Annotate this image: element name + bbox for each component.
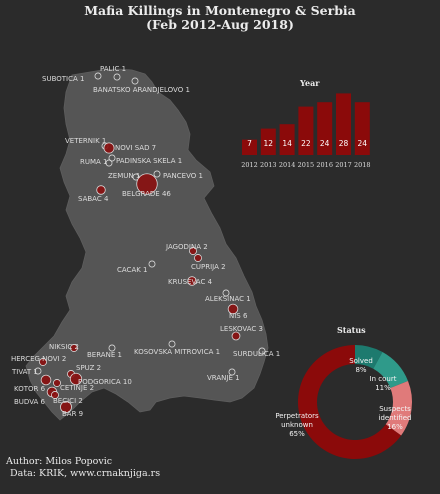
place-label: KOSOVSKA MITROVICA 1: [134, 348, 221, 356]
place-bubble: [131, 77, 139, 85]
place-bubble: [168, 340, 176, 348]
year-chart-title: Year: [300, 78, 320, 88]
place-label: NIS 6: [229, 312, 248, 320]
year-bar-value: 7: [247, 139, 252, 148]
year-bar: [298, 106, 314, 155]
place-bubble: [70, 344, 78, 352]
place-label: BECICI 2: [53, 397, 83, 405]
place-bubble: [187, 276, 197, 286]
year-bar: [242, 139, 257, 155]
place-bubble: [105, 159, 113, 167]
status-slice: [373, 352, 408, 389]
place-bubble: [39, 358, 47, 366]
place-label: JAGODINA 2: [166, 243, 208, 251]
place-bubble: [108, 344, 116, 352]
place-label: PODGORICA 10: [78, 378, 132, 386]
place-bubble: [34, 367, 42, 375]
status-slice: [298, 345, 402, 460]
year-bar-value: 22: [301, 139, 311, 148]
year-tick-label: 2013: [260, 161, 277, 169]
place-label: PALIC 1: [100, 65, 127, 73]
place-bubble: [94, 72, 102, 80]
place-label: PANCEVO 1: [163, 172, 203, 180]
place-label: TIVAT 1: [12, 368, 38, 376]
place-bubble: [96, 185, 106, 195]
country-outline: [25, 68, 269, 421]
place-bubble: [231, 331, 241, 341]
place-bubble: [227, 303, 239, 315]
place-label: LESKOVAC 3: [220, 325, 263, 333]
year-tick-label: 2017: [335, 161, 352, 169]
place-label: ALEKSINAC 1: [205, 295, 251, 303]
place-label: BELGRADE 46: [122, 190, 171, 198]
place-label: NOVI SAD 7: [115, 144, 157, 152]
status-slice-label: Perpetrators unknown 65%: [275, 412, 319, 438]
year-bar: [317, 102, 333, 155]
year-bar-value: 12: [263, 139, 274, 148]
place-bubble: [222, 289, 230, 297]
place-bubble: [189, 247, 197, 255]
place-label: NIKSIC 2: [49, 343, 79, 351]
place-label: CACAK 1: [117, 266, 148, 274]
status-slice-label: In court 11%: [369, 375, 397, 392]
year-bar-value: 24: [357, 139, 368, 148]
place-bubble: [108, 154, 116, 162]
credit-data: Data: KRIK, www.crnaknjiga.rs: [10, 468, 161, 479]
place-label: RUMA 1: [80, 158, 108, 166]
year-bar: [336, 93, 351, 155]
credit-author: Author: Milos Popovic: [6, 456, 113, 467]
place-label: SABAC 4: [78, 195, 109, 203]
place-label: CUPRIJA 2: [191, 263, 226, 271]
year-bar: [279, 124, 295, 155]
year-tick-label: 2012: [241, 161, 258, 169]
place-label: SPUZ 2: [76, 364, 102, 372]
place-bubble: [53, 379, 61, 387]
place-bubble: [258, 347, 266, 355]
year-tick-label: 2016: [316, 161, 333, 169]
status-slice: [385, 381, 412, 436]
place-bubble: [51, 391, 59, 399]
year-bar: [260, 128, 276, 155]
place-bubble: [69, 372, 83, 386]
year-tick-label: 2015: [297, 161, 315, 169]
place-label: CETINJE 2: [60, 384, 95, 392]
map-subtitle: (Feb 2012-Aug 2018): [146, 17, 294, 32]
place-label: SUBOTICA 1: [42, 75, 85, 83]
place-label: KOTOR 6: [14, 385, 46, 393]
year-bar-value: 14: [282, 139, 292, 148]
place-bubble: [103, 142, 115, 154]
status-slice-label: Suspects identified 16%: [378, 405, 412, 431]
status-slice: [355, 345, 383, 369]
place-bubble: [113, 73, 121, 81]
year-bar-value: 24: [319, 139, 330, 148]
status-chart-title: Status: [337, 325, 366, 335]
place-label: VETERNIK 1: [65, 137, 107, 145]
place-bubble: [60, 401, 72, 413]
map-title: Mafia Killings in Montenegro & Serbia: [84, 3, 356, 18]
year-bar-value: 28: [338, 139, 349, 148]
place-label: BANATSKO ARANDJELOVO 1: [93, 86, 190, 94]
place-label: VRANJE 1: [207, 374, 240, 382]
place-bubble: [136, 173, 158, 195]
status-slice-label: Solved 8%: [349, 357, 373, 374]
place-bubble: [148, 260, 156, 268]
year-tick-label: 2018: [354, 161, 371, 169]
place-label: ZEMUN 1: [108, 172, 141, 180]
place-label: BERANE 1: [87, 351, 122, 359]
place-label: HERCEG NOVI 2: [11, 355, 67, 363]
place-label: KRUSEVAC 4: [168, 278, 213, 286]
year-bar: [354, 102, 370, 155]
place-bubble: [194, 254, 202, 262]
place-label: BAR 9: [62, 410, 84, 418]
place-bubble: [153, 170, 161, 178]
place-bubble: [40, 374, 52, 386]
place-label: BUDVA 6: [14, 398, 46, 406]
place-label: SURDULICA 1: [233, 350, 281, 358]
place-bubble: [228, 368, 236, 376]
year-tick-label: 2014: [278, 161, 296, 169]
place-label: PADINSKA SKELA 1: [116, 157, 183, 165]
